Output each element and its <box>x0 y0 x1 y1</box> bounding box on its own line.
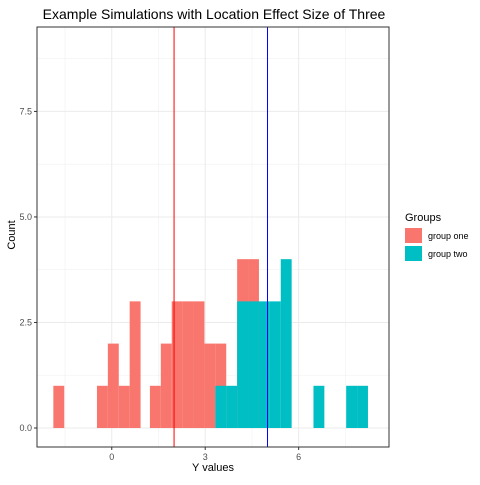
histogram-bar-group-two <box>269 301 281 429</box>
histogram-bar-group-two <box>248 301 259 429</box>
y-tick-label: 2.5 <box>19 317 32 327</box>
y-tick-label: 0.0 <box>19 423 32 433</box>
histogram-bar-group-two <box>280 259 292 429</box>
legend-swatch-group-two <box>405 246 422 261</box>
y-axis-ticks: 0.0 2.5 5.0 7.5 <box>19 106 37 433</box>
x-tick-label: 3 <box>203 452 208 462</box>
legend-label-group-one: group one <box>428 231 469 241</box>
histogram-bar-group-two <box>346 385 358 429</box>
x-axis-label: Y values <box>192 462 234 474</box>
chart-title: Example Simulations with Location Effect… <box>43 6 386 22</box>
histogram-bar-group-two <box>258 301 270 429</box>
x-tick-label: 0 <box>109 452 114 462</box>
legend-swatch-group-one <box>405 228 422 243</box>
histogram-bar-group-two <box>215 385 227 429</box>
y-axis-label: Count <box>6 220 18 249</box>
histogram-bar-group-one <box>193 301 205 429</box>
x-tick-label: 6 <box>296 452 301 462</box>
panel-border <box>36 26 390 448</box>
legend: Groups group one group two <box>405 212 469 261</box>
histogram-bar-group-one <box>129 301 141 429</box>
histogram-bar-group-one <box>182 301 194 429</box>
bars-group-two <box>215 259 368 429</box>
histogram-bar-group-one <box>171 301 183 429</box>
histogram-bar-group-one <box>204 343 216 429</box>
histogram-bar-group-one <box>149 385 161 429</box>
grid-minor <box>37 27 389 447</box>
reference-lines <box>173 27 269 447</box>
histogram-bar-group-one <box>53 385 65 429</box>
histogram-bar-group-two <box>237 301 249 429</box>
x-axis-ticks: 0 3 6 <box>109 447 301 462</box>
plot-panel <box>36 26 390 448</box>
legend-label-group-two: group two <box>428 249 468 259</box>
legend-title: Groups <box>405 212 442 224</box>
histogram-bar-group-two <box>313 385 325 429</box>
histogram-bar-group-two <box>226 385 238 429</box>
y-tick-label: 5.0 <box>19 212 32 222</box>
histogram-bar-group-one <box>96 385 108 429</box>
histogram-bar-group-two <box>357 385 368 429</box>
histogram-bar-group-one <box>118 385 130 429</box>
histogram-bar-group-one <box>160 343 172 429</box>
histogram-bar-group-one <box>107 343 119 429</box>
y-tick-label: 7.5 <box>19 106 32 116</box>
